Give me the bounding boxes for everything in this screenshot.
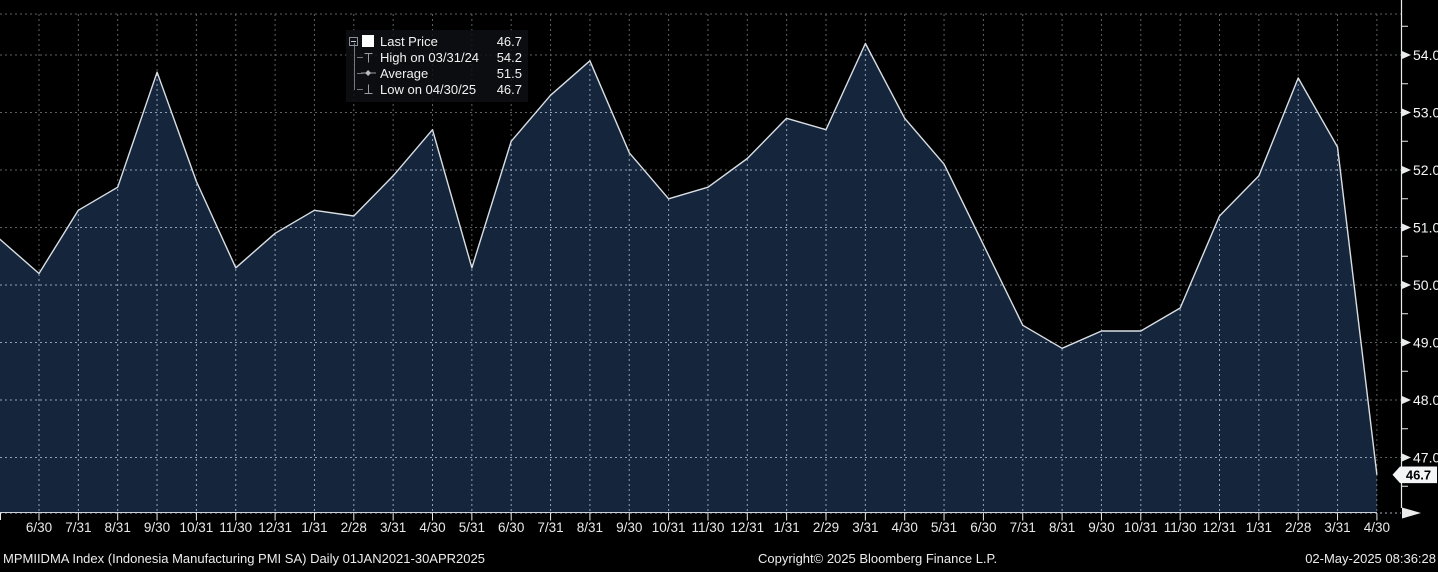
x-axis-label: 12/31 [730,520,764,535]
x-axis-label: 8/31 [105,520,131,535]
x-axis-label: 10/31 [1124,520,1158,535]
x-axis-label: 3/31 [1324,520,1350,535]
x-axis-label: 1/31 [301,520,327,535]
x-axis-label: 11/30 [692,520,725,535]
legend-label: Low on 04/30/25 [380,81,477,97]
x-axis-label: 11/30 [219,520,252,535]
area-fill [0,43,1377,513]
x-axis-label: 1/31 [774,520,800,535]
average-marker-icon [361,67,376,80]
legend-row-average: Average 51.5 [349,65,522,81]
legend-label: High on 03/31/24 [380,49,480,65]
legend-value: 54.2 [496,49,522,65]
last-price-badge-shape [1392,466,1437,484]
x-axis-label: 11/30 [1164,520,1197,535]
x-axis-label: 6/30 [970,520,996,535]
y-axis-label: 54.0 [1413,47,1438,63]
x-axis-label: 3/31 [852,520,878,535]
status-bar: MPMIIDMA Index (Indonesia Manufacturing … [0,546,1438,572]
x-axis-label: 2/28 [1285,520,1311,535]
x-axis-label: 5/31 [931,520,957,535]
price-line [0,42,1378,475]
y-axis-label: 51.0 [1413,220,1438,236]
y-tick-arrow-icon [1402,396,1411,404]
x-axis-label: 12/31 [1203,520,1237,535]
y-tick-arrow-icon [1402,453,1411,462]
chart-title: MPMIIDMA Index (Indonesia Manufacturing … [3,551,485,566]
y-axis-label: 47.0 [1413,450,1438,466]
y-tick-arrow-icon [1402,108,1411,117]
legend-tree-line [353,43,355,90]
y-axis-label: 53.0 [1413,105,1438,121]
x-axis-label: 7/31 [65,520,91,535]
x-axis-label: 6/30 [26,520,52,535]
copyright-text: Copyright© 2025 Bloomberg Finance L.P. [758,551,998,566]
last-price-swatch-icon [362,35,374,47]
y-tick-arrow-icon [1402,166,1411,174]
low-marker-icon [361,83,376,96]
legend-value: 51.5 [496,65,522,81]
y-axis-label: 48.0 [1413,392,1438,408]
x-axis-label: 9/30 [144,520,170,535]
y-axis-label: 52.0 [1413,162,1438,178]
x-axis-label: 3/31 [380,520,406,535]
x-axis-label: 8/31 [577,520,603,535]
y-tick-arrow-icon [1402,51,1411,59]
high-marker-icon [361,51,376,64]
x-axis-label: 7/31 [1010,520,1036,535]
x-axis-label: 5/31 [459,520,485,535]
legend-collapse-icon[interactable] [349,36,358,46]
x-axis-label: 1/31 [1246,520,1272,535]
pmi-area-chart[interactable]: 54.0 53.0 52.0 51.0 50.0 49.0 48.0 47.0 46.7 6/30… [0,0,1438,546]
y-axis-label: 50.0 [1413,277,1438,293]
legend-value: 46.7 [496,81,522,97]
x-axis-label: 10/31 [652,520,686,535]
x-axis-label: 4/30 [419,520,445,535]
x-axis-label: 9/30 [616,520,642,535]
legend-label: Last Price [380,33,438,49]
x-axis-label: 4/30 [892,520,918,535]
last-price-badge: 46.7 [1392,466,1437,484]
y-axis: 54.0 53.0 52.0 51.0 50.0 49.0 48.0 47.0 [1400,0,1438,519]
x-axis-label: 8/31 [1049,520,1075,535]
y-axis-label: 49.0 [1413,335,1438,351]
y-tick-arrow-icon [1402,338,1411,347]
legend-row-high: High on 03/31/24 54.2 [349,49,522,65]
x-axis-label: 2/28 [341,520,367,535]
timestamp: 02-May-2025 08:36:28 [1305,551,1436,566]
legend-value: 46.7 [496,33,522,49]
x-axis-label: 2/29 [813,520,839,535]
x-axis-label: 7/31 [537,520,563,535]
legend-label: Average [380,65,429,81]
legend-row-last-price: Last Price 46.7 [349,33,522,49]
x-axis-label: 9/30 [1088,520,1114,535]
x-axis-label: 10/31 [180,520,214,535]
x-axis-arrow-icon [1402,507,1421,519]
x-axis-label: 6/30 [498,520,524,535]
legend-row-low: Low on 04/30/25 46.7 [349,81,522,97]
last-price-badge-value: 46.7 [1406,468,1431,483]
x-axis: 6/30 7/31 8/31 9/30 10/31 11/30 12/31 1/31 2/28 3… [0,513,1390,535]
chart-legend: Last Price 46.7 High on 03/31/24 54.2 Av… [346,30,528,102]
x-axis-label: 4/30 [1364,520,1390,535]
x-axis-label: 12/31 [258,520,292,535]
y-tick-arrow-icon [1402,223,1411,232]
y-tick-arrow-icon [1402,281,1411,289]
